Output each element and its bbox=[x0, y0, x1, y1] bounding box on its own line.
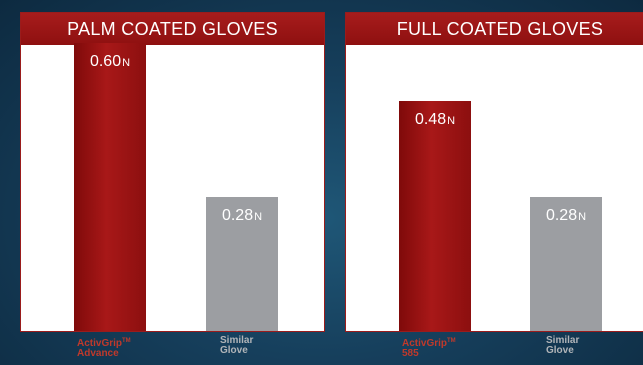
value-label: 0.28 N bbox=[222, 207, 262, 225]
chart-title: FULL COATED GLOVES bbox=[346, 13, 643, 45]
bar-activgrip-585: 0.48 N bbox=[399, 101, 471, 331]
value-unit: N bbox=[578, 211, 587, 223]
category-name: ActivGrip bbox=[77, 338, 123, 349]
value-label: 0.48 N bbox=[415, 111, 455, 129]
category-name: Similar bbox=[546, 335, 580, 346]
trademark-mark: TM bbox=[122, 338, 131, 344]
chart-title: PALM COATED GLOVES bbox=[21, 13, 324, 45]
value-unit: N bbox=[447, 115, 456, 127]
category-line2: 585 bbox=[402, 348, 419, 359]
bar-activgrip-advance: 0.60 N bbox=[74, 43, 146, 331]
value-unit: N bbox=[122, 57, 131, 69]
category-label-similar-glove: Similar Glove bbox=[546, 336, 636, 356]
value-number: 0.28 bbox=[221, 207, 254, 224]
category-name: ActivGrip bbox=[402, 338, 448, 349]
category-line2: Glove bbox=[220, 345, 248, 356]
value-unit: N bbox=[254, 211, 263, 223]
category-line2: Glove bbox=[546, 345, 574, 356]
category-line2: Advance bbox=[77, 348, 119, 359]
category-label-activgrip-585: ActivGripTM 585 bbox=[402, 336, 492, 359]
value-label: 0.28 N bbox=[546, 207, 586, 225]
value-number: 0.28 bbox=[545, 207, 578, 224]
bar-similar-glove: 0.28 N bbox=[530, 197, 602, 331]
category-label-activgrip-advance: ActivGripTM Advance bbox=[77, 336, 167, 359]
value-number: 0.48 bbox=[414, 111, 447, 128]
bar-similar-glove: 0.28 N bbox=[206, 197, 278, 331]
category-name: Similar bbox=[220, 335, 254, 346]
chart-panel-full-coated: FULL COATED GLOVES 0.48 N 0.28 N bbox=[345, 12, 643, 332]
chart-panel-palm-coated: PALM COATED GLOVES 0.60 N 0.28 N bbox=[20, 12, 325, 332]
value-number: 0.60 bbox=[89, 53, 122, 70]
trademark-mark: TM bbox=[447, 338, 456, 344]
value-label: 0.60 N bbox=[90, 53, 130, 71]
category-label-similar-glove: Similar Glove bbox=[220, 336, 310, 356]
